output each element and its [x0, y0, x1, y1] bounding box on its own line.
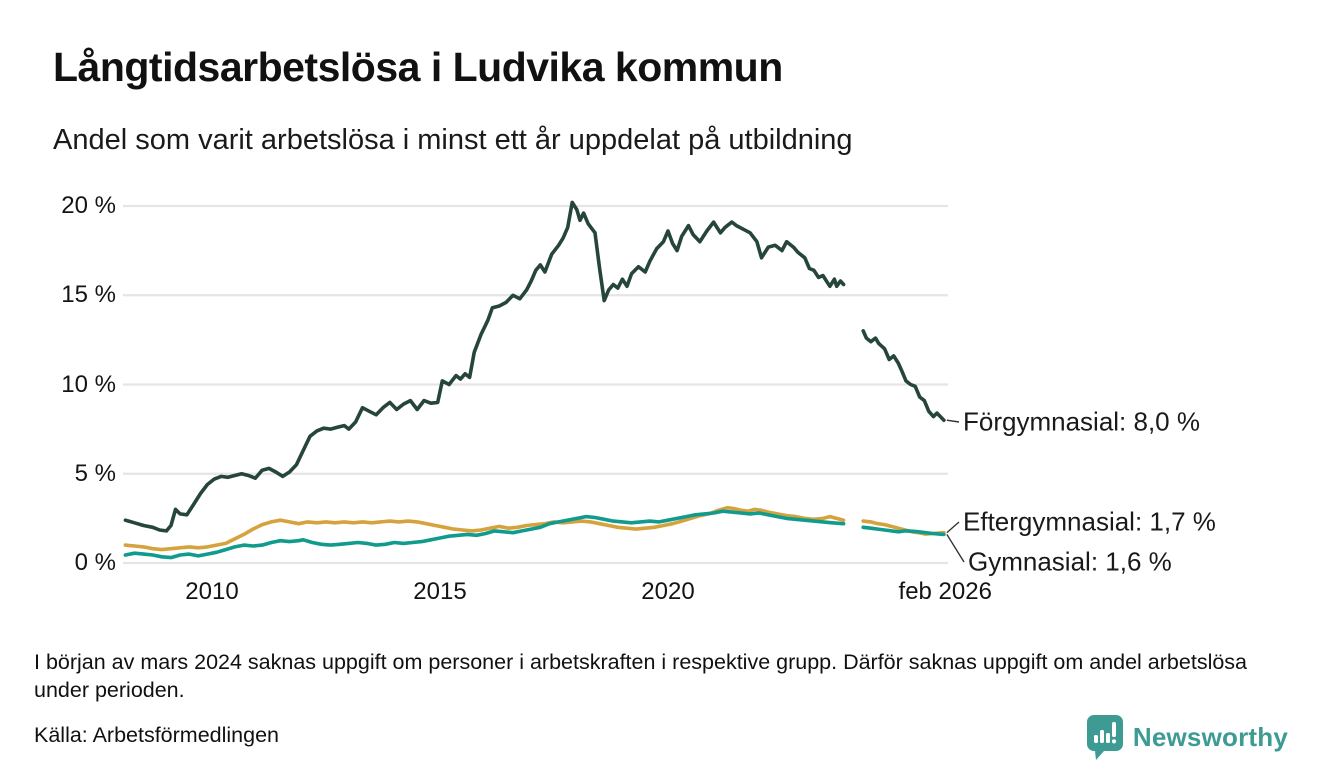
page-subtitle: Andel som varit arbetslösa i minst ett å…	[53, 124, 853, 156]
x-tick-2020: 2020	[641, 578, 695, 605]
series-end-label-förgymnasial: Förgymnasial: 8,0 %	[963, 406, 1200, 437]
annotation-connector-gymnasial	[946, 534, 965, 563]
series-line-förgymnasial-seg1	[861, 329, 946, 423]
footnote-text: I början av mars 2024 saknas uppgift om …	[34, 650, 1248, 702]
series-line-eftergymnasial-seg0	[123, 505, 846, 552]
y-tick-5: 5 %	[74, 459, 116, 487]
series-end-label-eftergymnasial: Eftergymnasial: 1,7 %	[963, 506, 1216, 537]
x-tick-feb-2026: feb 2026	[898, 578, 992, 605]
series-line-gymnasial-seg1	[861, 525, 946, 537]
y-tick-10: 10 %	[61, 370, 116, 398]
newsworthy-logo-icon	[1086, 715, 1123, 760]
x-tick-2015: 2015	[413, 578, 467, 605]
series-line-gymnasial-seg0	[123, 509, 846, 560]
annotation-connector-eftergymnasial	[946, 521, 960, 534]
page-title: Långtidsarbetslösa i Ludvika kommun	[53, 44, 783, 90]
y-tick-15: 15 %	[61, 281, 116, 309]
newsworthy-logo-text: Newsworthy	[1132, 721, 1288, 752]
x-tick-2010: 2010	[185, 578, 239, 605]
newsworthy-logo: Newsworthy	[1084, 712, 1288, 762]
annotation-connector-förgymnasial	[946, 419, 960, 423]
source-text: Källa: Arbetsförmedlingen	[34, 723, 280, 747]
series-line-förgymnasial-seg0	[123, 200, 846, 533]
y-tick-20: 20 %	[61, 192, 116, 219]
series-end-label-gymnasial: Gymnasial: 1,6 %	[968, 546, 1172, 577]
y-tick-0: 0 %	[74, 549, 116, 576]
